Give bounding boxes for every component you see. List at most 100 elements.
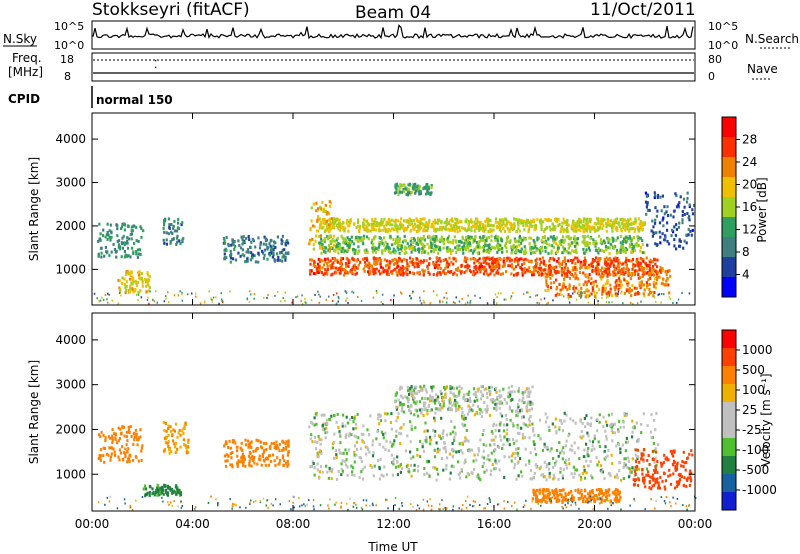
heat-cell bbox=[558, 223, 561, 226]
heat-cell bbox=[247, 454, 251, 458]
heat-cell bbox=[521, 238, 524, 242]
heat-cell bbox=[144, 487, 148, 491]
heat-cell bbox=[594, 295, 597, 299]
heat-cell bbox=[554, 293, 557, 297]
heat-cell bbox=[139, 428, 142, 432]
heat-cell bbox=[619, 241, 622, 245]
heat-cell bbox=[265, 442, 268, 445]
heat-cell bbox=[668, 291, 671, 295]
nave-tick-high: 80 bbox=[708, 53, 722, 66]
heat-cell bbox=[533, 240, 536, 244]
heat-cell bbox=[438, 263, 441, 267]
heat-cell bbox=[623, 412, 626, 415]
heat-cell bbox=[549, 269, 552, 273]
heat-cell bbox=[521, 436, 525, 440]
heat-cell bbox=[558, 270, 561, 274]
heat-cell bbox=[395, 429, 398, 433]
heat-cell bbox=[125, 443, 128, 447]
heat-cell bbox=[349, 418, 352, 422]
heat-cell bbox=[624, 251, 627, 255]
heat-cell bbox=[115, 441, 119, 445]
heat-cell bbox=[332, 266, 335, 270]
heat-cell bbox=[346, 421, 349, 425]
heat-cell bbox=[353, 444, 356, 448]
heat-cell bbox=[466, 257, 469, 261]
heat-cell bbox=[527, 221, 530, 225]
heat-cell bbox=[166, 491, 169, 495]
heat-cell bbox=[321, 266, 324, 270]
heat-cell bbox=[485, 262, 488, 265]
heat-cell bbox=[313, 225, 316, 229]
heat-cell bbox=[571, 227, 574, 231]
heat-cell bbox=[587, 464, 590, 468]
heat-cell bbox=[321, 242, 324, 246]
heat-cell bbox=[181, 291, 183, 294]
heat-cell bbox=[504, 413, 507, 417]
heat-cell bbox=[108, 253, 111, 257]
heat-cell bbox=[249, 451, 252, 455]
heat-cell bbox=[587, 301, 590, 304]
heat-cell bbox=[633, 229, 636, 233]
heat-cell bbox=[373, 268, 376, 271]
heat-cell bbox=[465, 241, 468, 245]
heat-cell bbox=[369, 464, 372, 467]
heat-cell bbox=[419, 236, 423, 240]
heat-cell bbox=[401, 183, 404, 187]
heat-cell bbox=[367, 261, 370, 265]
heat-cell bbox=[486, 407, 489, 411]
heat-cell bbox=[620, 245, 623, 249]
heat-cell bbox=[579, 229, 582, 233]
heat-cell bbox=[397, 264, 400, 268]
heat-cell bbox=[481, 465, 484, 469]
heat-cell bbox=[332, 222, 335, 226]
heat-cell bbox=[673, 209, 676, 213]
heat-cell bbox=[648, 287, 651, 291]
heat-cell bbox=[399, 266, 402, 270]
heat-cell bbox=[371, 238, 374, 242]
heat-cell bbox=[452, 225, 455, 229]
heat-cell bbox=[342, 451, 345, 455]
heat-cell bbox=[591, 444, 594, 448]
heat-cell bbox=[357, 436, 360, 440]
heat-cell bbox=[163, 436, 166, 440]
heat-cell bbox=[538, 257, 541, 261]
heat-cell bbox=[356, 221, 360, 225]
heat-cell bbox=[587, 289, 590, 293]
heat-cell bbox=[599, 464, 602, 468]
heat-cell bbox=[406, 268, 409, 272]
heat-cell bbox=[380, 271, 383, 275]
heat-cell bbox=[505, 250, 508, 254]
heat-cell bbox=[597, 268, 600, 272]
heat-cell bbox=[551, 236, 555, 240]
heat-cell bbox=[457, 460, 460, 464]
heat-cell bbox=[562, 270, 565, 274]
heat-cell bbox=[454, 246, 457, 250]
heat-cell bbox=[251, 455, 254, 458]
heat-cell bbox=[387, 217, 390, 221]
heat-cell bbox=[500, 438, 503, 442]
heat-cell bbox=[438, 448, 441, 452]
heat-cell bbox=[595, 222, 598, 226]
heat-cell bbox=[576, 260, 579, 263]
heat-cell bbox=[582, 465, 586, 469]
heat-cell bbox=[139, 253, 142, 256]
heat-cell bbox=[597, 300, 599, 303]
heat-cell bbox=[429, 239, 432, 243]
heat-cell bbox=[412, 455, 415, 459]
heat-cell bbox=[655, 278, 659, 282]
heat-cell bbox=[397, 243, 400, 247]
heat-cell bbox=[586, 243, 589, 247]
heat-cell bbox=[440, 235, 443, 239]
heat-cell bbox=[336, 292, 338, 295]
heat-cell bbox=[658, 230, 661, 234]
heat-cell bbox=[455, 220, 458, 224]
heat-cell bbox=[358, 230, 361, 234]
heat-cell bbox=[472, 240, 475, 244]
heat-cell bbox=[643, 288, 646, 292]
heat-cell bbox=[375, 228, 378, 232]
heat-cell bbox=[650, 413, 653, 417]
heat-cell bbox=[337, 245, 340, 249]
heat-cell bbox=[497, 225, 500, 229]
heat-cell bbox=[461, 237, 464, 241]
heat-cell bbox=[286, 239, 289, 243]
